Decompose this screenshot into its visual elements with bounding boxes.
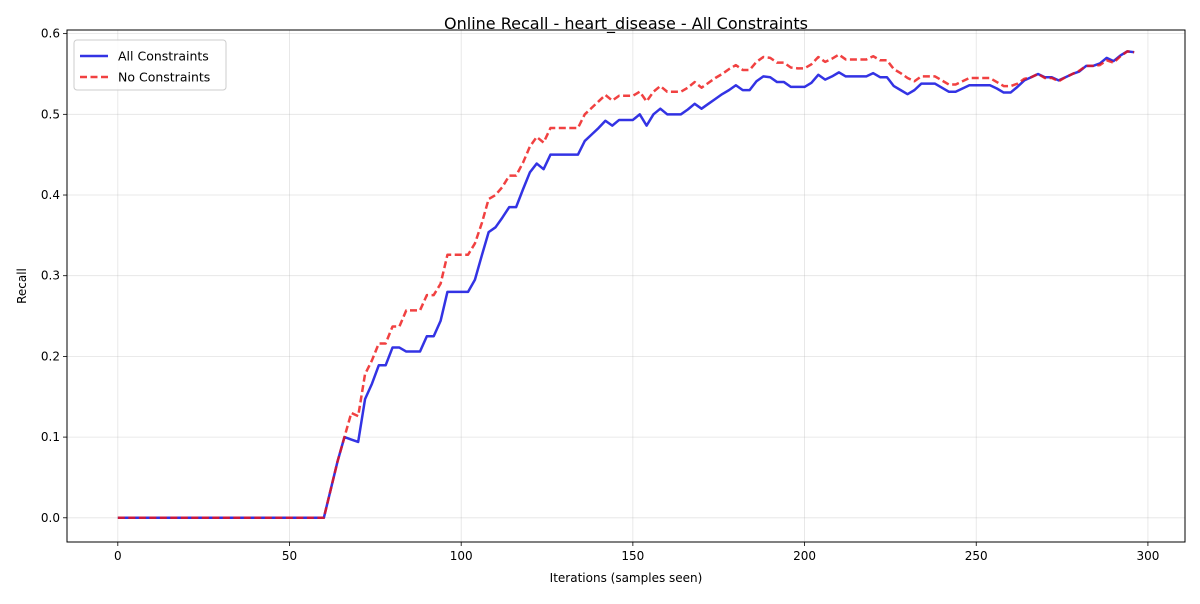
- y-axis-label: Recall: [15, 268, 29, 304]
- series-line-all-constraints: [117, 50, 1135, 520]
- x-tick-label: 0: [114, 549, 122, 563]
- y-axis: 0.0 0.1 0.2 0.3 0.4 0.5 0.6: [41, 27, 67, 525]
- legend-label-no-constraints: No Constraints: [118, 70, 210, 85]
- y-tick-label: 0.4: [41, 188, 60, 202]
- x-tick-label: 300: [1136, 549, 1159, 563]
- series-layer: [117, 50, 1135, 520]
- plot-frame: [66, 29, 1186, 543]
- legend-box: [73, 39, 227, 91]
- y-tick-label: 0.1: [41, 430, 60, 444]
- y-tick-label: 0.3: [41, 269, 60, 283]
- legend-label-all-constraints: All Constraints: [118, 49, 209, 64]
- y-tick-label: 0.0: [41, 511, 60, 525]
- chart-title: Online Recall - heart_disease - All Cons…: [444, 14, 808, 34]
- x-tick-label: 250: [965, 549, 988, 563]
- y-tick-label: 0.6: [41, 27, 60, 41]
- x-tick-label: 100: [450, 549, 473, 563]
- series-line-no-constraints: [117, 50, 1135, 520]
- y-tick-label: 0.2: [41, 349, 60, 363]
- grid-lines: [67, 30, 1185, 542]
- x-tick-label: 50: [282, 549, 297, 563]
- legend: All Constraints No Constraints: [73, 39, 227, 91]
- y-tick-label: 0.5: [41, 107, 60, 121]
- x-axis-label: Iterations (samples seen): [550, 571, 703, 585]
- x-tick-label: 150: [621, 549, 644, 563]
- x-tick-label: 200: [793, 549, 816, 563]
- x-axis: 0 50 100 150 200 250 300: [114, 542, 1159, 563]
